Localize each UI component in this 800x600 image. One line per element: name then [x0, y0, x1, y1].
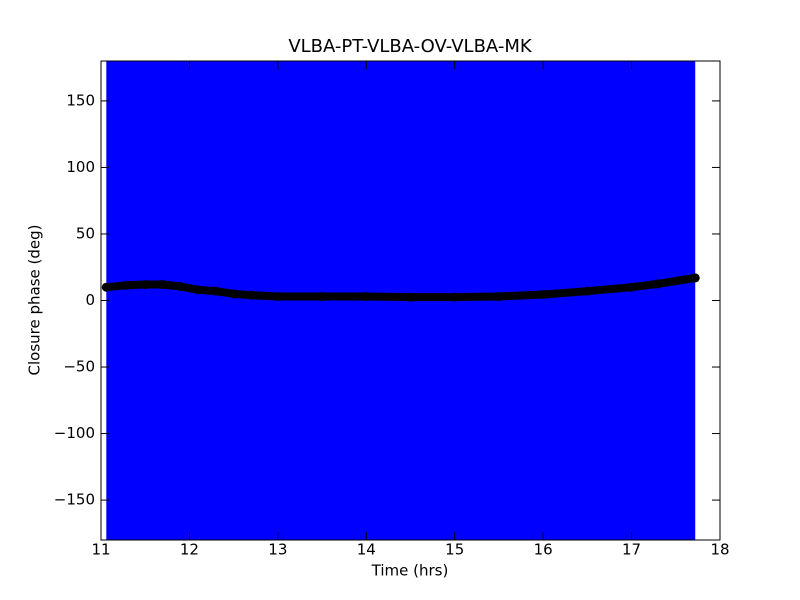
x-tick-label: 12 [180, 541, 199, 559]
data-point [450, 292, 460, 302]
data-point [538, 290, 548, 300]
x-tick-label: 17 [622, 541, 641, 559]
chart-title: VLBA-PT-VLBA-OV-VLBA-MK [288, 36, 533, 57]
x-tick-label: 13 [268, 541, 287, 559]
data-point [229, 289, 239, 299]
y-tick-label: −50 [63, 358, 95, 376]
data-point [494, 292, 504, 302]
data-point [582, 286, 592, 296]
y-tick-label: 150 [66, 91, 95, 109]
y-tick-label: −150 [54, 491, 95, 509]
data-point [690, 273, 700, 283]
y-axis-label: Closure phase (deg) [26, 225, 44, 376]
data-point [193, 285, 203, 295]
data-point [123, 280, 133, 290]
x-tick-label: 14 [357, 541, 376, 559]
y-tick-label: 100 [66, 158, 95, 176]
data-point [273, 292, 283, 302]
data-point [101, 282, 111, 292]
data-point [176, 282, 186, 292]
x-tick-label: 15 [445, 541, 464, 559]
x-tick-label: 16 [534, 541, 553, 559]
x-axis-label: Time (hrs) [371, 562, 449, 580]
data-point [140, 280, 150, 290]
data-point [406, 292, 415, 302]
data-point [653, 279, 663, 289]
y-tick-label: 0 [85, 291, 95, 309]
data-point [158, 280, 168, 290]
data-point [211, 286, 221, 296]
x-tick-label: 18 [710, 541, 729, 559]
y-tick-label: −100 [54, 424, 95, 442]
y-tick-label: 50 [76, 224, 95, 242]
data-point [627, 282, 637, 292]
data-point [361, 292, 371, 302]
x-tick-label: 11 [91, 541, 110, 559]
data-point [317, 292, 327, 302]
data-point [246, 290, 256, 300]
